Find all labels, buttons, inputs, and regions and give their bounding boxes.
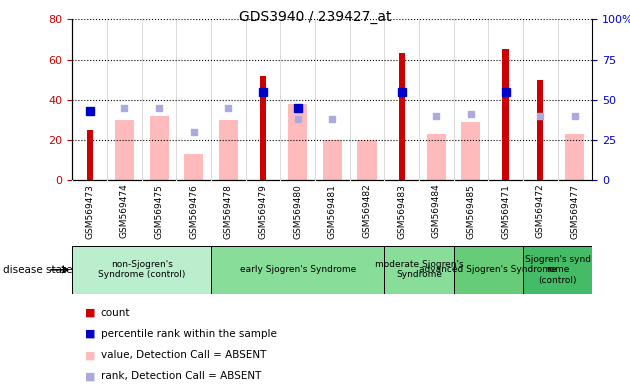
- Bar: [454, 246, 523, 294]
- Text: count: count: [101, 308, 130, 318]
- Bar: [219, 120, 238, 180]
- Text: GSM569472: GSM569472: [536, 184, 545, 238]
- Bar: [323, 140, 342, 180]
- Bar: [399, 53, 404, 180]
- Text: GSM569479: GSM569479: [258, 184, 268, 238]
- Text: ■: ■: [85, 308, 96, 318]
- Text: GSM569477: GSM569477: [570, 184, 580, 238]
- Text: GSM569485: GSM569485: [466, 184, 476, 238]
- Text: value, Detection Call = ABSENT: value, Detection Call = ABSENT: [101, 350, 266, 360]
- Text: GSM569473: GSM569473: [85, 184, 94, 238]
- Text: GSM569478: GSM569478: [224, 184, 233, 238]
- Text: GSM569481: GSM569481: [328, 184, 337, 238]
- Text: GSM569476: GSM569476: [189, 184, 198, 238]
- Text: GSM569474: GSM569474: [120, 184, 129, 238]
- Bar: [260, 76, 266, 180]
- Text: GSM569484: GSM569484: [432, 184, 441, 238]
- Bar: [565, 134, 585, 180]
- Bar: [115, 120, 134, 180]
- Bar: [427, 134, 446, 180]
- Text: GSM569483: GSM569483: [397, 184, 406, 238]
- Text: GSM569480: GSM569480: [293, 184, 302, 238]
- Text: percentile rank within the sample: percentile rank within the sample: [101, 329, 277, 339]
- Bar: [288, 104, 307, 180]
- Text: GSM569482: GSM569482: [362, 184, 372, 238]
- Bar: [87, 130, 93, 180]
- Bar: [72, 246, 211, 294]
- Bar: [211, 246, 384, 294]
- Text: ■: ■: [85, 371, 96, 381]
- Bar: [149, 116, 169, 180]
- Bar: [384, 246, 454, 294]
- Text: moderate Sjogren's
Syndrome: moderate Sjogren's Syndrome: [375, 260, 463, 280]
- Text: early Sjogren's Syndrome: early Sjogren's Syndrome: [239, 265, 356, 274]
- Text: ■: ■: [85, 329, 96, 339]
- Bar: [537, 80, 543, 180]
- Bar: [503, 50, 508, 180]
- Text: advanced Sjogren's Syndrome: advanced Sjogren's Syndrome: [420, 265, 557, 274]
- Text: rank, Detection Call = ABSENT: rank, Detection Call = ABSENT: [101, 371, 261, 381]
- Text: Sjogren's synd
rome
(control): Sjogren's synd rome (control): [525, 255, 590, 285]
- Bar: [357, 140, 377, 180]
- Bar: [461, 122, 481, 180]
- Text: GDS3940 / 239427_at: GDS3940 / 239427_at: [239, 10, 391, 23]
- Text: GSM569471: GSM569471: [501, 184, 510, 238]
- Text: non-Sjogren's
Syndrome (control): non-Sjogren's Syndrome (control): [98, 260, 185, 280]
- Text: disease state: disease state: [3, 265, 72, 275]
- Text: GSM569475: GSM569475: [154, 184, 164, 238]
- Bar: [523, 246, 592, 294]
- Bar: [184, 154, 203, 180]
- Text: ■: ■: [85, 350, 96, 360]
